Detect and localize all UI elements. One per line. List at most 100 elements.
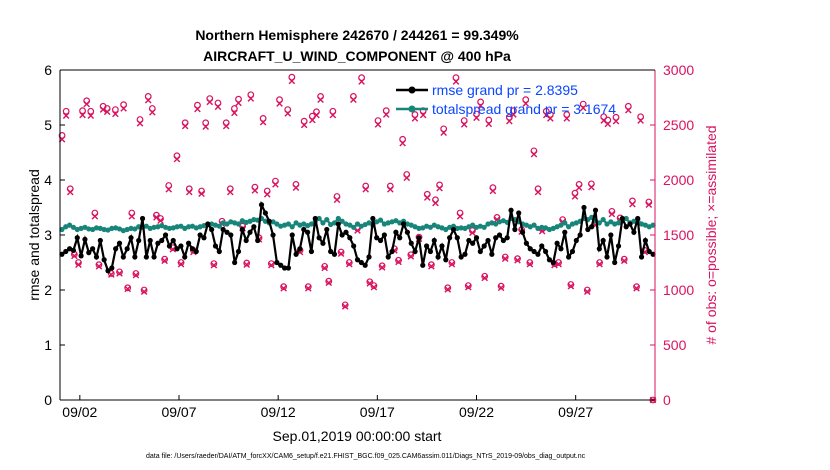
rmse-point <box>542 248 549 255</box>
obs-assimilated-point <box>387 186 394 193</box>
rmse-point <box>312 215 318 222</box>
rmse-point <box>450 226 457 233</box>
obs-assimilated-point <box>62 112 70 119</box>
rmse-point <box>443 257 449 263</box>
obs-possible-point <box>144 92 152 100</box>
rmse-point <box>508 207 514 213</box>
totalspread-point <box>458 225 464 231</box>
obs-assimilated-point <box>444 286 452 293</box>
obs-assimilated-point <box>329 111 337 119</box>
obs-possible-point <box>583 286 591 294</box>
obs-possible-point <box>497 282 505 290</box>
totalspread-point <box>216 223 222 229</box>
obs-assimilated-point <box>259 118 267 126</box>
totalspread-point <box>539 224 545 230</box>
totalspread-point <box>493 221 499 227</box>
y-left-tick-label: 0 <box>44 392 52 408</box>
rmse-point <box>523 240 530 246</box>
rmse-point <box>627 221 633 227</box>
rmse-point <box>650 251 656 257</box>
obs-possible-point <box>136 116 144 123</box>
obs-possible-point <box>440 125 448 133</box>
obs-possible-point <box>510 107 517 115</box>
totalspread-point <box>289 224 295 230</box>
rmse-point <box>512 226 518 233</box>
obs-assimilated-point <box>395 258 402 266</box>
rmse-point <box>243 237 249 244</box>
obs-assimilated-point <box>87 112 95 119</box>
obs-possible-point <box>341 301 349 309</box>
rmse-point <box>166 243 173 249</box>
obs-assimilated-point <box>579 104 587 112</box>
obs-assimilated-point <box>567 282 575 290</box>
rmse-point <box>316 235 322 241</box>
rmse-point <box>278 262 284 268</box>
obs-possible-point <box>514 255 521 263</box>
obs-possible-point <box>107 270 115 277</box>
rmse-point <box>136 237 142 244</box>
totalspread-point <box>293 220 299 226</box>
obs-assimilated-point <box>419 111 427 119</box>
obs-assimilated-point <box>116 270 123 277</box>
rmse-point <box>473 235 480 241</box>
obs-possible-point <box>411 111 419 118</box>
obs-assimilated-point <box>423 194 431 201</box>
obs-possible-point <box>95 261 103 269</box>
rmse-point <box>281 265 288 271</box>
totalspread-point <box>316 215 322 222</box>
rmse-point <box>589 224 595 230</box>
rmse-point <box>239 226 245 233</box>
totalspread-point <box>354 221 361 227</box>
obs-possible-point <box>288 73 296 81</box>
obs-possible-point <box>337 248 345 256</box>
rmse-point <box>274 259 280 266</box>
rmse-point <box>343 229 349 235</box>
obs-possible-point <box>378 262 386 270</box>
totalspread-point <box>185 224 192 230</box>
obs-assimilated-point <box>620 257 628 265</box>
rmse-point <box>109 265 115 271</box>
totalspread-point <box>270 219 276 225</box>
obs-assimilated-point <box>633 285 640 292</box>
rmse-point <box>447 235 453 241</box>
rmse-point <box>500 237 506 244</box>
x-tick-label: 09/17 <box>360 404 395 420</box>
obs-possible-point <box>243 259 251 267</box>
rmse-point <box>262 210 268 216</box>
rmse-point <box>328 248 334 255</box>
rmse-point <box>389 248 395 255</box>
rmse-point <box>209 226 215 233</box>
rmse-point <box>301 226 307 233</box>
rmse-point <box>573 237 579 244</box>
rmse-point <box>393 229 399 235</box>
obs-assimilated-point <box>428 263 435 270</box>
obs-assimilated-point <box>358 78 365 85</box>
totalspread-point <box>132 226 138 232</box>
obs-possible-point <box>399 135 407 143</box>
obs-assimilated-point <box>173 155 181 163</box>
obs-assimilated-point <box>161 257 168 265</box>
totalspread-point <box>166 225 173 231</box>
obs-possible-point <box>132 270 140 277</box>
obs-assimilated-point <box>317 96 324 103</box>
obs-assimilated-point <box>247 95 255 102</box>
y-right-tick-label: 2000 <box>663 172 694 188</box>
totalspread-point <box>562 220 568 226</box>
obs-assimilated-point <box>333 196 341 204</box>
obs-possible-point <box>526 259 534 266</box>
x-tick-label: 09/02 <box>62 404 97 420</box>
obs-possible-point <box>501 253 509 261</box>
obs-possible-point <box>235 95 242 103</box>
obs-assimilated-point <box>181 122 189 130</box>
rmse-point <box>70 247 77 253</box>
rmse-point <box>385 254 391 260</box>
y-right-tick-label: 0 <box>663 392 671 408</box>
y-axis-left-label: rmse and totalspread <box>26 169 42 301</box>
obs-possible-point <box>407 251 415 259</box>
rmse-point <box>143 254 149 260</box>
obs-assimilated-point <box>280 285 287 292</box>
rmse-point <box>74 235 80 241</box>
obs-possible-point <box>210 260 218 268</box>
rmse-point <box>86 250 92 256</box>
rmse-point <box>631 229 637 235</box>
